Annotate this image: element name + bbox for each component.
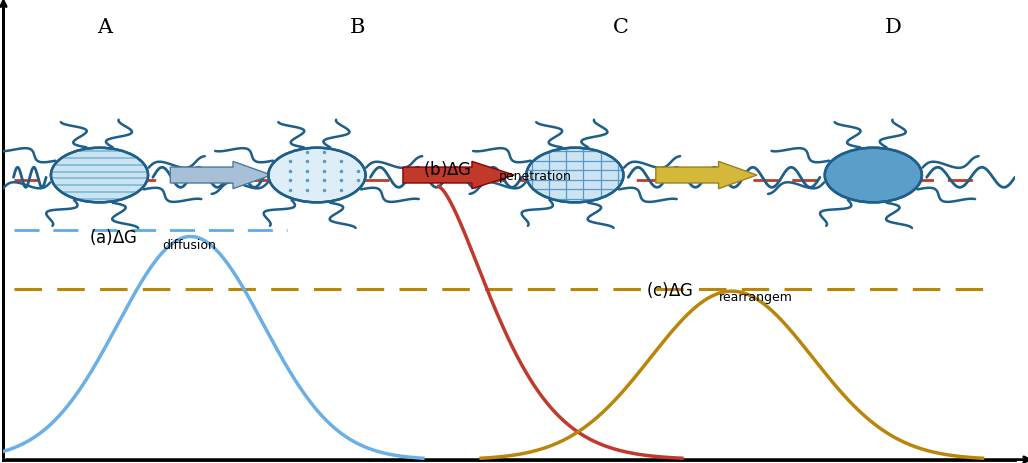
Ellipse shape [526,148,623,202]
Ellipse shape [824,148,922,202]
Ellipse shape [824,148,922,202]
Text: A: A [97,18,112,37]
Ellipse shape [268,148,366,202]
Text: (c)$\Delta$G: (c)$\Delta$G [646,280,693,300]
Ellipse shape [526,148,623,202]
Text: B: B [350,18,365,37]
Text: C: C [613,18,628,37]
FancyArrow shape [171,162,271,189]
Text: rearrangem: rearrangem [719,291,793,304]
FancyArrow shape [656,162,757,189]
Text: (b)$\Delta$G: (b)$\Delta$G [424,159,472,179]
Text: (a)$\Delta$G: (a)$\Delta$G [89,227,138,247]
Ellipse shape [51,148,148,202]
Ellipse shape [51,148,148,202]
Text: diffusion: diffusion [162,239,216,252]
FancyArrow shape [403,162,514,189]
Text: penetration: penetration [499,170,572,183]
Text: D: D [885,18,902,37]
Ellipse shape [268,148,366,202]
